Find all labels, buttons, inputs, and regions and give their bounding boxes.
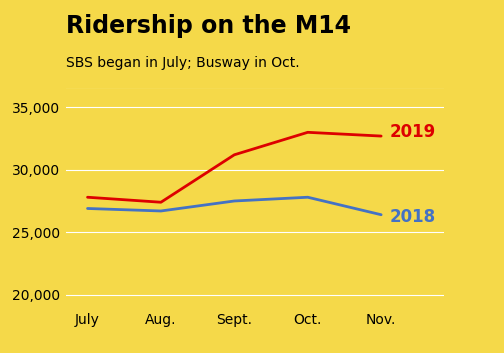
Text: Ridership on the M14: Ridership on the M14 [66,14,350,38]
Text: 2018: 2018 [390,208,436,226]
Text: SBS began in July; Busway in Oct.: SBS began in July; Busway in Oct. [66,56,299,70]
Text: 2019: 2019 [390,123,436,141]
